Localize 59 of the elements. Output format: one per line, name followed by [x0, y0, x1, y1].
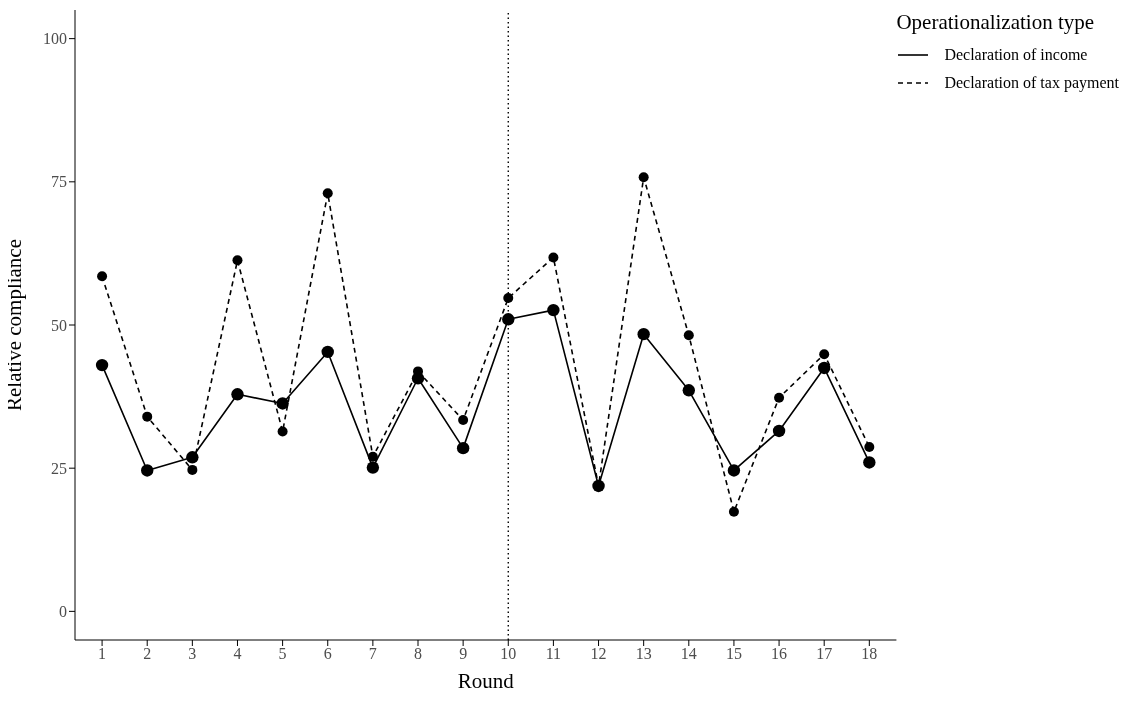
point — [638, 172, 649, 183]
point — [456, 441, 470, 455]
point — [458, 415, 469, 426]
point — [682, 384, 695, 397]
y-tick-label: 100 — [43, 30, 67, 48]
point — [728, 506, 739, 517]
point — [863, 456, 876, 469]
point — [683, 330, 694, 341]
point — [141, 464, 154, 477]
x-tick-label: 10 — [500, 645, 517, 663]
x-tick-label: 15 — [725, 645, 742, 663]
point — [231, 388, 244, 401]
x-tick-label: 1 — [98, 645, 107, 663]
point — [97, 271, 108, 282]
x-tick-label: 16 — [771, 645, 788, 663]
point — [774, 392, 785, 403]
point — [276, 397, 289, 410]
point — [727, 464, 741, 477]
x-tick-label: 12 — [590, 645, 607, 663]
point — [321, 345, 334, 359]
legend-title: Operationalization type — [896, 10, 1096, 35]
point — [864, 441, 875, 452]
point — [142, 411, 153, 422]
point — [819, 349, 830, 360]
point — [186, 451, 199, 464]
x-tick-label: 7 — [368, 645, 377, 663]
point — [95, 358, 109, 372]
legend-label: Declaration of income — [944, 46, 1088, 64]
x-tick-label: 9 — [459, 645, 468, 663]
y-tick-label: 50 — [51, 316, 67, 334]
x-tick-label: 6 — [323, 645, 332, 663]
x-tick-label: 11 — [545, 645, 562, 663]
point — [232, 255, 243, 266]
point — [187, 464, 198, 475]
legend-label: Declaration of tax payment — [944, 74, 1119, 92]
x-tick-label: 3 — [188, 645, 197, 663]
x-tick-label: 17 — [816, 645, 833, 663]
point — [548, 252, 559, 263]
x-axis-title: Round — [457, 669, 515, 693]
point — [503, 293, 514, 304]
point — [547, 303, 560, 317]
y-tick-label: 0 — [59, 603, 67, 621]
x-tick-label: 14 — [680, 645, 697, 663]
x-tick-label: 8 — [414, 645, 422, 663]
point — [322, 188, 333, 199]
point — [367, 451, 378, 462]
x-tick-label: 18 — [861, 645, 878, 663]
point — [366, 461, 380, 474]
x-tick-label: 4 — [233, 645, 242, 663]
point — [277, 426, 288, 437]
y-tick-label: 25 — [51, 459, 67, 477]
y-tick-label: 75 — [51, 173, 67, 191]
x-tick-label: 2 — [143, 645, 152, 663]
point — [502, 313, 515, 326]
x-tick-label: 5 — [278, 645, 287, 663]
point — [772, 424, 786, 438]
point — [637, 327, 650, 341]
point — [818, 361, 831, 375]
x-tick-label: 13 — [635, 645, 652, 663]
